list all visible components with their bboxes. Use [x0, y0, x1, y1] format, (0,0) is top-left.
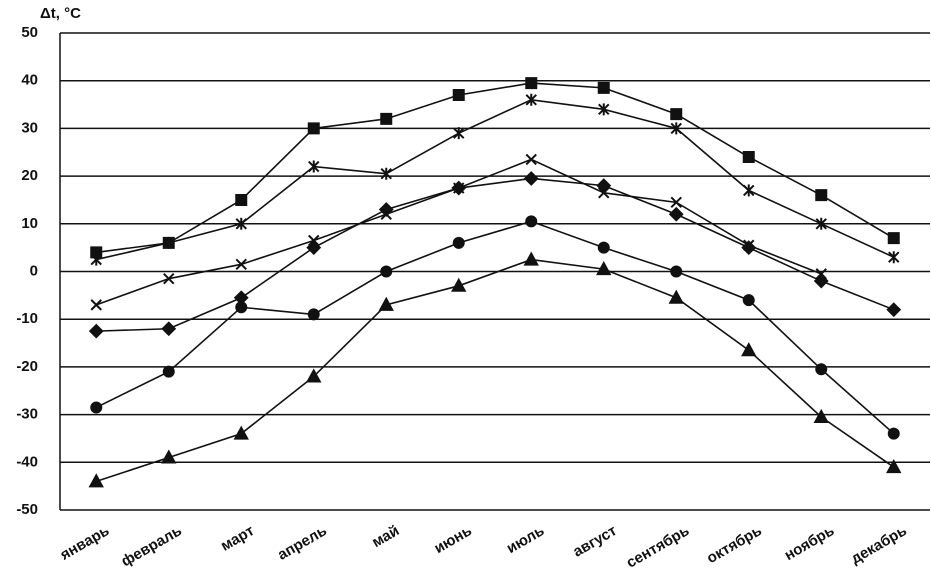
x-tick-label: март [218, 522, 257, 555]
x-tick-label: апрель [275, 522, 330, 564]
marker [378, 296, 394, 311]
marker [525, 93, 537, 106]
x-tick-label: январь [57, 522, 112, 564]
marker [813, 408, 829, 423]
marker [596, 178, 612, 194]
y-axis-label: Δt, °C [40, 5, 81, 22]
marker [815, 189, 828, 202]
marker [815, 363, 828, 376]
y-tick-label: -20 [16, 358, 38, 375]
y-tick-label: 50 [21, 24, 38, 41]
y-tick-label: 10 [21, 215, 38, 232]
x-tick-label: ноябрь [782, 522, 838, 564]
marker [306, 240, 322, 256]
marker [235, 217, 247, 230]
marker [90, 299, 102, 311]
marker [88, 473, 104, 488]
marker [886, 458, 902, 474]
y-tick-label: -10 [16, 310, 38, 327]
series-line [96, 177, 895, 332]
series-line [96, 82, 895, 254]
y-tick-label: -30 [16, 406, 38, 423]
marker [596, 261, 612, 276]
marker [378, 202, 394, 217]
marker [88, 323, 104, 339]
x-tick-label: май [369, 522, 402, 551]
marker [887, 232, 900, 245]
marker [670, 265, 683, 278]
marker [90, 246, 103, 259]
x-tick-label: декабрь [848, 522, 910, 567]
marker [888, 251, 900, 264]
marker [163, 236, 175, 249]
marker [887, 427, 900, 440]
x-tick-label: октябрь [704, 522, 765, 567]
marker [670, 196, 682, 209]
marker [380, 265, 393, 278]
marker [451, 277, 467, 292]
marker [670, 122, 682, 135]
marker [742, 151, 755, 164]
marker [813, 273, 829, 289]
marker [668, 289, 684, 304]
x-tick-label: сентябрь [624, 522, 693, 571]
marker [161, 321, 177, 337]
marker [886, 302, 902, 318]
marker [452, 236, 465, 249]
marker [815, 217, 827, 230]
marker [743, 184, 755, 197]
marker [525, 153, 537, 166]
y-tick-label: -40 [16, 453, 38, 470]
marker [670, 108, 683, 121]
marker [597, 241, 610, 254]
marker [235, 193, 248, 206]
y-tick-label: -50 [16, 501, 38, 518]
marker [668, 206, 684, 222]
marker [162, 365, 175, 378]
marker [742, 294, 755, 307]
marker [307, 308, 320, 321]
x-tick-label: август [570, 522, 620, 560]
series-line [95, 220, 895, 435]
marker [380, 112, 393, 125]
marker [163, 272, 175, 285]
marker [90, 401, 103, 414]
y-tick-label: 40 [21, 72, 38, 89]
marker [380, 167, 392, 180]
marker [741, 342, 757, 357]
marker [235, 301, 248, 314]
marker [523, 171, 539, 186]
marker [235, 258, 247, 271]
marker [308, 160, 320, 173]
x-tick-label: июнь [431, 522, 474, 557]
marker [525, 77, 538, 90]
y-tick-label: 0 [30, 262, 38, 279]
y-tick-label: 30 [21, 119, 38, 136]
y-tick-label: 20 [21, 167, 38, 184]
x-tick-label: июль [504, 522, 548, 557]
marker [452, 89, 465, 102]
marker [90, 253, 102, 266]
marker [525, 215, 538, 228]
marker [306, 368, 322, 383]
series-line [96, 258, 895, 483]
marker [597, 81, 610, 94]
marker [451, 180, 467, 196]
x-tick-label: февраль [118, 522, 184, 570]
marker [307, 122, 320, 135]
marker [598, 103, 610, 116]
series-line [96, 98, 895, 261]
marker [453, 127, 465, 140]
marker [233, 425, 249, 440]
marker [741, 240, 757, 256]
marker [161, 449, 177, 464]
marker [523, 251, 539, 266]
